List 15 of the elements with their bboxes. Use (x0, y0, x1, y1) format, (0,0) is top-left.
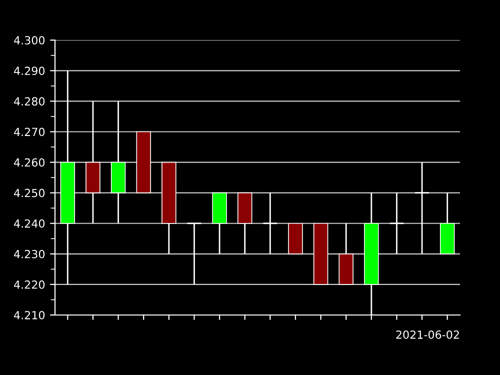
y-tick-label: 4.250 (14, 188, 45, 198)
y-tick-label: 4.290 (14, 66, 45, 76)
y-tick-label: 4.300 (14, 36, 45, 45)
x-axis-title: 2021-06-02 (396, 330, 459, 339)
candlestick (389, 192, 404, 255)
y-tick-label: 4.220 (14, 280, 45, 289)
candlestick (262, 192, 278, 255)
y-tick-label: 4.230 (14, 250, 45, 258)
y-tick-label: 4.210 (14, 310, 45, 320)
y-tick-label: 4.270 (14, 128, 45, 136)
y-tick-label: 4.240 (14, 219, 45, 228)
y-tick-label: 4.280 (14, 97, 45, 106)
y-tick-label: 4.260 (14, 158, 45, 167)
candlestick (414, 162, 430, 255)
candlestick (186, 222, 202, 286)
